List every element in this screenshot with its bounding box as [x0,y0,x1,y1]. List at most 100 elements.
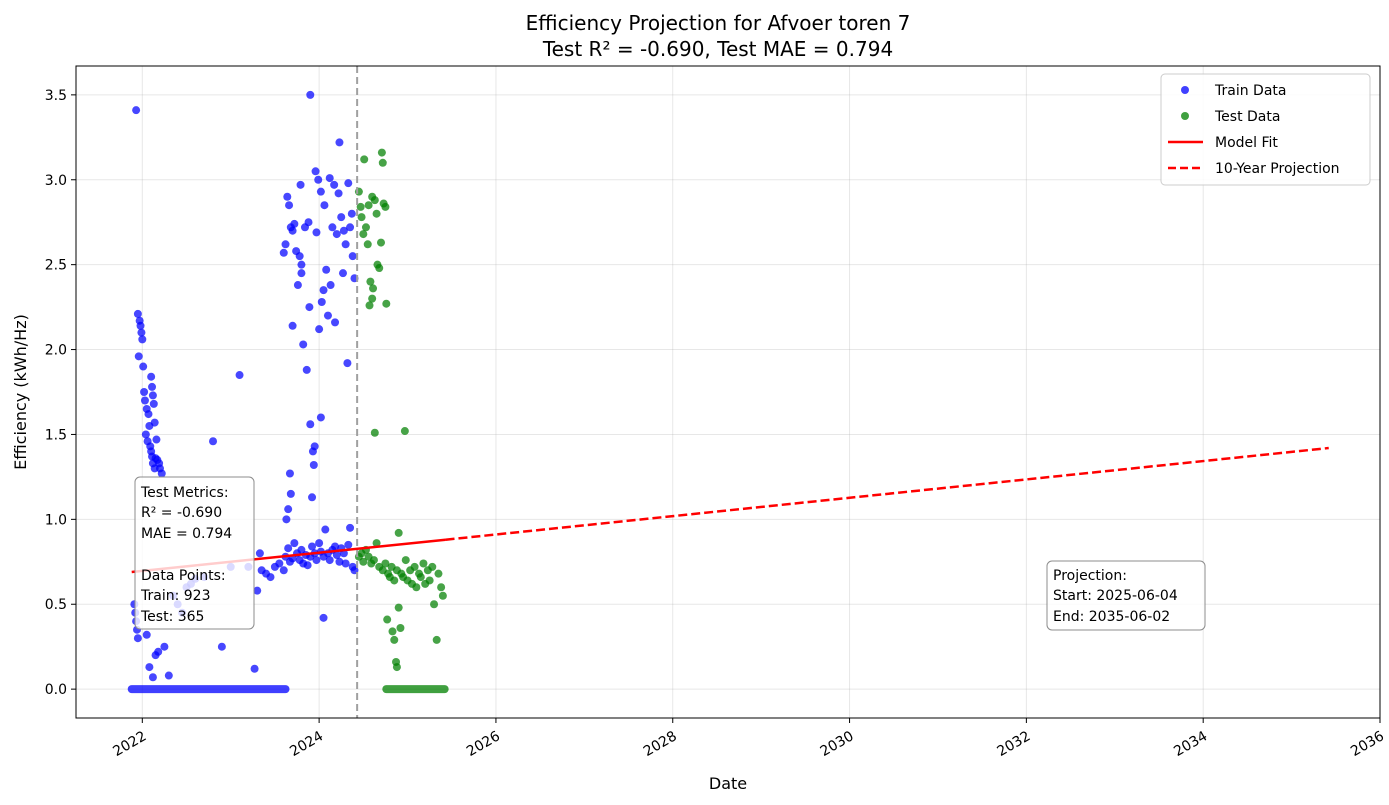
train-point [290,539,299,548]
y-tick-label: 1.5 [45,427,67,443]
test-point [410,562,419,571]
legend-projection-label: 10-Year Projection [1215,161,1340,177]
test-point [377,148,386,157]
train-point [133,309,142,318]
test-point [394,528,403,537]
train-point [144,410,153,419]
train-point [339,226,348,235]
x-axis-ticks: 2022 2024 2026 2028 2030 2032 2034 2036 [110,718,1387,760]
train-point [297,260,306,269]
test-point [360,155,369,164]
test-point [369,556,378,565]
train-point [293,281,302,290]
train-point [315,539,324,548]
legend-fit-label: Model Fit [1215,135,1278,151]
test-point [412,583,421,592]
train-point [319,613,328,622]
test-point [381,202,390,211]
legend-test-marker [1181,112,1189,120]
test-point [368,294,377,303]
train-point [335,557,344,566]
x-tick-label: 2034 [1171,728,1210,760]
train-point [157,469,166,478]
y-tick-label: 2.0 [45,343,67,359]
train-point [325,556,334,565]
train-point [338,269,347,278]
train-point [326,281,335,290]
projection-line-2: Start: 2025-06-04 [1053,588,1178,604]
train-point [279,248,288,257]
train-point [134,352,143,361]
projection-box: Projection: Start: 2025-06-04 End: 2035-… [1046,560,1206,631]
train-point [299,340,308,349]
train-point [335,138,344,147]
train-point [316,413,325,422]
train-point [282,515,291,524]
train-point [344,540,353,549]
test-point [361,223,370,232]
y-axis-label: Efficiency (kWh/Hz) [11,314,30,470]
train-point [141,430,150,439]
projection-line-3: End: 2035-06-02 [1053,609,1170,625]
chart-title-line1: Efficiency Projection for Afvoer toren 7 [526,11,911,35]
test-point [388,627,397,636]
projection-line-1: Projection: [1053,568,1127,584]
train-point [147,372,156,381]
train-point [302,365,311,374]
train-point [330,180,339,189]
train-point [140,388,149,396]
y-tick-label: 0.5 [45,597,67,613]
train-point [346,523,355,532]
train-point [305,303,314,312]
train-point [323,311,332,320]
projection-line [445,446,1329,541]
metrics-line-6: Test: 365 [140,609,204,625]
plot-frame [75,65,1381,719]
test-point [356,202,365,211]
train-point [297,269,306,278]
x-tick-label: 2022 [110,728,149,760]
train-point [133,634,142,643]
legend-frame [1160,73,1371,186]
test-point [363,240,372,249]
metrics-line-3: MAE = 0.794 [141,526,232,542]
test-point [437,583,446,592]
zero-band [127,685,290,694]
train-point [347,209,356,218]
test-point [377,238,386,247]
test-point [401,556,410,565]
test-point [359,230,368,239]
train-point [255,549,264,558]
train-point [217,642,226,651]
train-point [290,219,299,228]
train-point [303,561,312,570]
legend-train-marker [1181,86,1189,94]
test-point [372,539,381,548]
train-point [164,671,173,680]
train-point [319,286,328,295]
train-point [285,469,294,478]
legend: Train Data Test Data Model Fit 10-Year P… [1160,73,1371,186]
train-point [309,461,318,470]
train-point [288,321,297,330]
train-point [296,180,305,189]
chart-title-line2: Test R² = -0.690, Test MAE = 0.794 [542,37,893,61]
test-point [400,427,409,436]
train-point [150,418,159,427]
train-point [139,362,148,371]
y-axis-ticks: 0.0 0.5 1.0 1.5 2.0 2.5 3.0 3.5 [45,88,76,698]
zero-band [382,685,449,694]
train-point [250,664,259,673]
test-point [428,562,437,571]
train-point [321,525,330,534]
train-point [145,663,154,672]
test-point [425,576,434,585]
train-point [152,435,161,444]
train-point [235,371,244,380]
train-point [325,174,334,183]
test-point [392,663,401,672]
train-point [304,218,313,227]
train-point [331,542,340,551]
train-point [348,252,357,261]
metrics-line-2: R² = -0.690 [141,505,222,521]
